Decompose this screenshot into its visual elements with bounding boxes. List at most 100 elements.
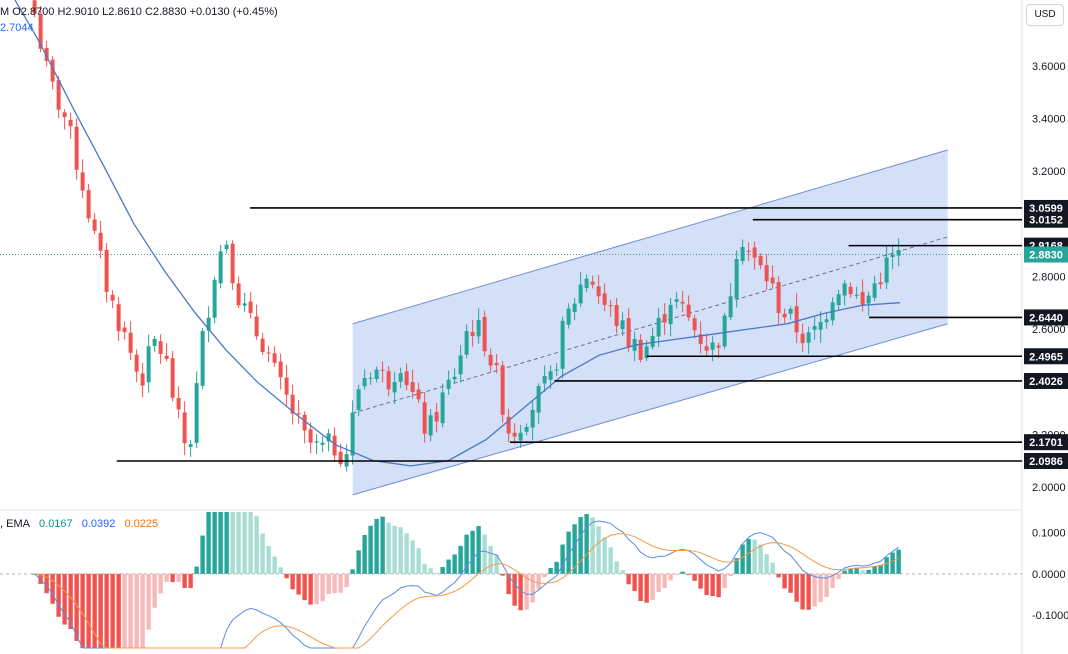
candle[interactable] bbox=[116, 297, 121, 341]
candle[interactable] bbox=[872, 275, 877, 302]
candle[interactable] bbox=[836, 289, 841, 311]
candle[interactable] bbox=[104, 242, 109, 303]
candle[interactable] bbox=[518, 424, 523, 448]
candle[interactable] bbox=[704, 333, 709, 356]
channel-lower-line[interactable] bbox=[352, 323, 948, 496]
channel-upper-line[interactable] bbox=[352, 149, 948, 325]
candle[interactable] bbox=[308, 422, 313, 454]
candle[interactable] bbox=[740, 239, 745, 265]
candle[interactable] bbox=[134, 349, 139, 383]
candle[interactable] bbox=[428, 408, 433, 442]
candle[interactable] bbox=[470, 319, 475, 347]
candle[interactable] bbox=[224, 240, 229, 254]
candle[interactable] bbox=[62, 109, 67, 130]
candle[interactable] bbox=[866, 291, 871, 316]
candle[interactable] bbox=[728, 283, 733, 321]
candle[interactable] bbox=[302, 411, 307, 444]
candle[interactable] bbox=[860, 279, 865, 312]
candle[interactable] bbox=[410, 369, 415, 399]
candle[interactable] bbox=[164, 343, 169, 362]
candle[interactable] bbox=[896, 238, 901, 266]
candle[interactable] bbox=[854, 286, 859, 299]
candle[interactable] bbox=[272, 346, 277, 367]
candle[interactable] bbox=[74, 118, 79, 180]
candle[interactable] bbox=[152, 335, 157, 352]
candle[interactable] bbox=[188, 439, 193, 457]
candle[interactable] bbox=[536, 383, 541, 424]
candle[interactable] bbox=[206, 306, 211, 343]
candle[interactable] bbox=[140, 362, 145, 398]
candle[interactable] bbox=[44, 41, 49, 67]
candle[interactable] bbox=[404, 363, 409, 391]
candle[interactable] bbox=[392, 371, 397, 404]
candle[interactable] bbox=[614, 297, 619, 334]
candle[interactable] bbox=[878, 272, 883, 289]
moving-average-line[interactable] bbox=[7, 0, 900, 467]
candle[interactable] bbox=[362, 369, 367, 390]
candle[interactable] bbox=[734, 250, 739, 308]
currency-button[interactable]: USD bbox=[1026, 4, 1064, 26]
candle[interactable] bbox=[818, 311, 823, 343]
candle[interactable] bbox=[464, 324, 469, 359]
candle[interactable] bbox=[380, 361, 385, 383]
candle[interactable] bbox=[524, 423, 529, 436]
candle[interactable] bbox=[170, 350, 175, 402]
candle[interactable] bbox=[764, 254, 769, 291]
candle[interactable] bbox=[482, 310, 487, 357]
candle[interactable] bbox=[746, 242, 751, 262]
candle[interactable] bbox=[86, 184, 91, 223]
candle[interactable] bbox=[32, 0, 37, 18]
candle[interactable] bbox=[458, 345, 463, 383]
candle[interactable] bbox=[92, 213, 97, 235]
candle[interactable] bbox=[350, 400, 355, 465]
candle[interactable] bbox=[374, 366, 379, 383]
candle[interactable] bbox=[398, 367, 403, 389]
candle[interactable] bbox=[884, 245, 889, 289]
candle[interactable] bbox=[578, 272, 583, 307]
candle[interactable] bbox=[722, 312, 727, 350]
candle[interactable] bbox=[590, 275, 595, 289]
candle[interactable] bbox=[338, 443, 343, 467]
candle[interactable] bbox=[806, 326, 811, 354]
candle[interactable] bbox=[110, 289, 115, 309]
candle[interactable] bbox=[452, 368, 457, 384]
candle[interactable] bbox=[296, 400, 301, 424]
candle[interactable] bbox=[572, 298, 577, 320]
candle[interactable] bbox=[596, 274, 601, 304]
candle[interactable] bbox=[194, 371, 199, 448]
candle[interactable] bbox=[260, 332, 265, 355]
candle[interactable] bbox=[512, 423, 517, 445]
candle[interactable] bbox=[422, 391, 427, 443]
candle[interactable] bbox=[656, 307, 661, 348]
candle[interactable] bbox=[248, 292, 253, 319]
candle[interactable] bbox=[698, 321, 703, 354]
candle[interactable] bbox=[212, 276, 217, 324]
candle[interactable] bbox=[794, 293, 799, 343]
candle[interactable] bbox=[782, 308, 787, 324]
candle[interactable] bbox=[176, 386, 181, 419]
candle[interactable] bbox=[842, 279, 847, 306]
candle[interactable] bbox=[800, 323, 805, 352]
candle[interactable] bbox=[218, 244, 223, 289]
candle[interactable] bbox=[638, 334, 643, 363]
candle[interactable] bbox=[146, 334, 151, 393]
candle[interactable] bbox=[434, 402, 439, 433]
candle[interactable] bbox=[488, 348, 493, 372]
candle[interactable] bbox=[650, 327, 655, 350]
candle[interactable] bbox=[758, 253, 763, 270]
candle[interactable] bbox=[290, 384, 295, 425]
candle[interactable] bbox=[242, 292, 247, 312]
candle[interactable] bbox=[182, 401, 187, 456]
candle[interactable] bbox=[386, 366, 391, 397]
candle[interactable] bbox=[602, 283, 607, 312]
candle[interactable] bbox=[128, 321, 133, 361]
candle[interactable] bbox=[620, 312, 625, 337]
candle[interactable] bbox=[686, 295, 691, 321]
candle[interactable] bbox=[692, 314, 697, 339]
candle[interactable] bbox=[626, 308, 631, 353]
candle[interactable] bbox=[890, 244, 895, 270]
candle[interactable] bbox=[566, 303, 571, 329]
candle[interactable] bbox=[50, 56, 55, 90]
candle[interactable] bbox=[554, 363, 559, 377]
